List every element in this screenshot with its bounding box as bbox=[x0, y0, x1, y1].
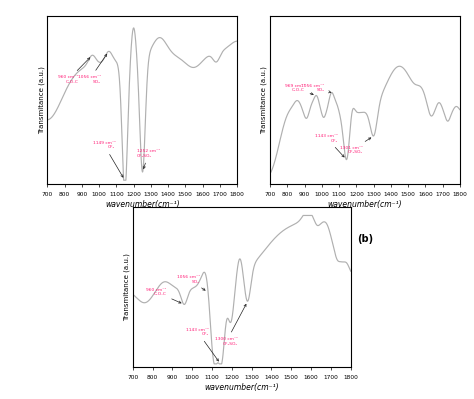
Text: 1143 cm⁻¹
CF₂: 1143 cm⁻¹ CF₂ bbox=[315, 134, 344, 157]
X-axis label: wavenumber(cm⁻¹): wavenumber(cm⁻¹) bbox=[204, 383, 279, 392]
Text: 1056 cm⁻¹
SO₃: 1056 cm⁻¹ SO₃ bbox=[177, 275, 205, 290]
Y-axis label: Transmitance (a.u.): Transmitance (a.u.) bbox=[38, 66, 45, 134]
Text: (a): (a) bbox=[135, 234, 150, 244]
Text: 1300 cm⁻¹
CF₂SO₂: 1300 cm⁻¹ CF₂SO₂ bbox=[215, 304, 246, 346]
Text: 1056 cm⁻¹
SO₃: 1056 cm⁻¹ SO₃ bbox=[301, 84, 331, 93]
Text: 1252 cm⁻¹
CF₂SO₂: 1252 cm⁻¹ CF₂SO₂ bbox=[137, 149, 160, 169]
Text: 1301 cm⁻¹
CF₂SO₂: 1301 cm⁻¹ CF₂SO₂ bbox=[340, 138, 371, 154]
X-axis label: wavenumber(cm⁻¹): wavenumber(cm⁻¹) bbox=[105, 200, 180, 209]
Text: 1056 cm⁻¹
SO₃: 1056 cm⁻¹ SO₃ bbox=[78, 54, 107, 84]
Y-axis label: Transmitance (a.u.): Transmitance (a.u.) bbox=[261, 66, 267, 134]
Text: 960 cm⁻¹
C-O-C: 960 cm⁻¹ C-O-C bbox=[146, 288, 181, 303]
Text: (b): (b) bbox=[357, 234, 373, 244]
X-axis label: wavenumber(cm⁻¹): wavenumber(cm⁻¹) bbox=[328, 200, 402, 209]
Text: 1143 cm⁻¹
CF₂: 1143 cm⁻¹ CF₂ bbox=[186, 328, 219, 361]
Text: 969 cm⁻¹
C-O-C: 969 cm⁻¹ C-O-C bbox=[284, 84, 313, 95]
Text: 1149 cm⁻¹
CF₂: 1149 cm⁻¹ CF₂ bbox=[92, 141, 123, 177]
Text: 960 cm⁻¹
C-O-C: 960 cm⁻¹ C-O-C bbox=[58, 58, 90, 84]
Y-axis label: Transmitance (a.u.): Transmitance (a.u.) bbox=[123, 253, 130, 321]
